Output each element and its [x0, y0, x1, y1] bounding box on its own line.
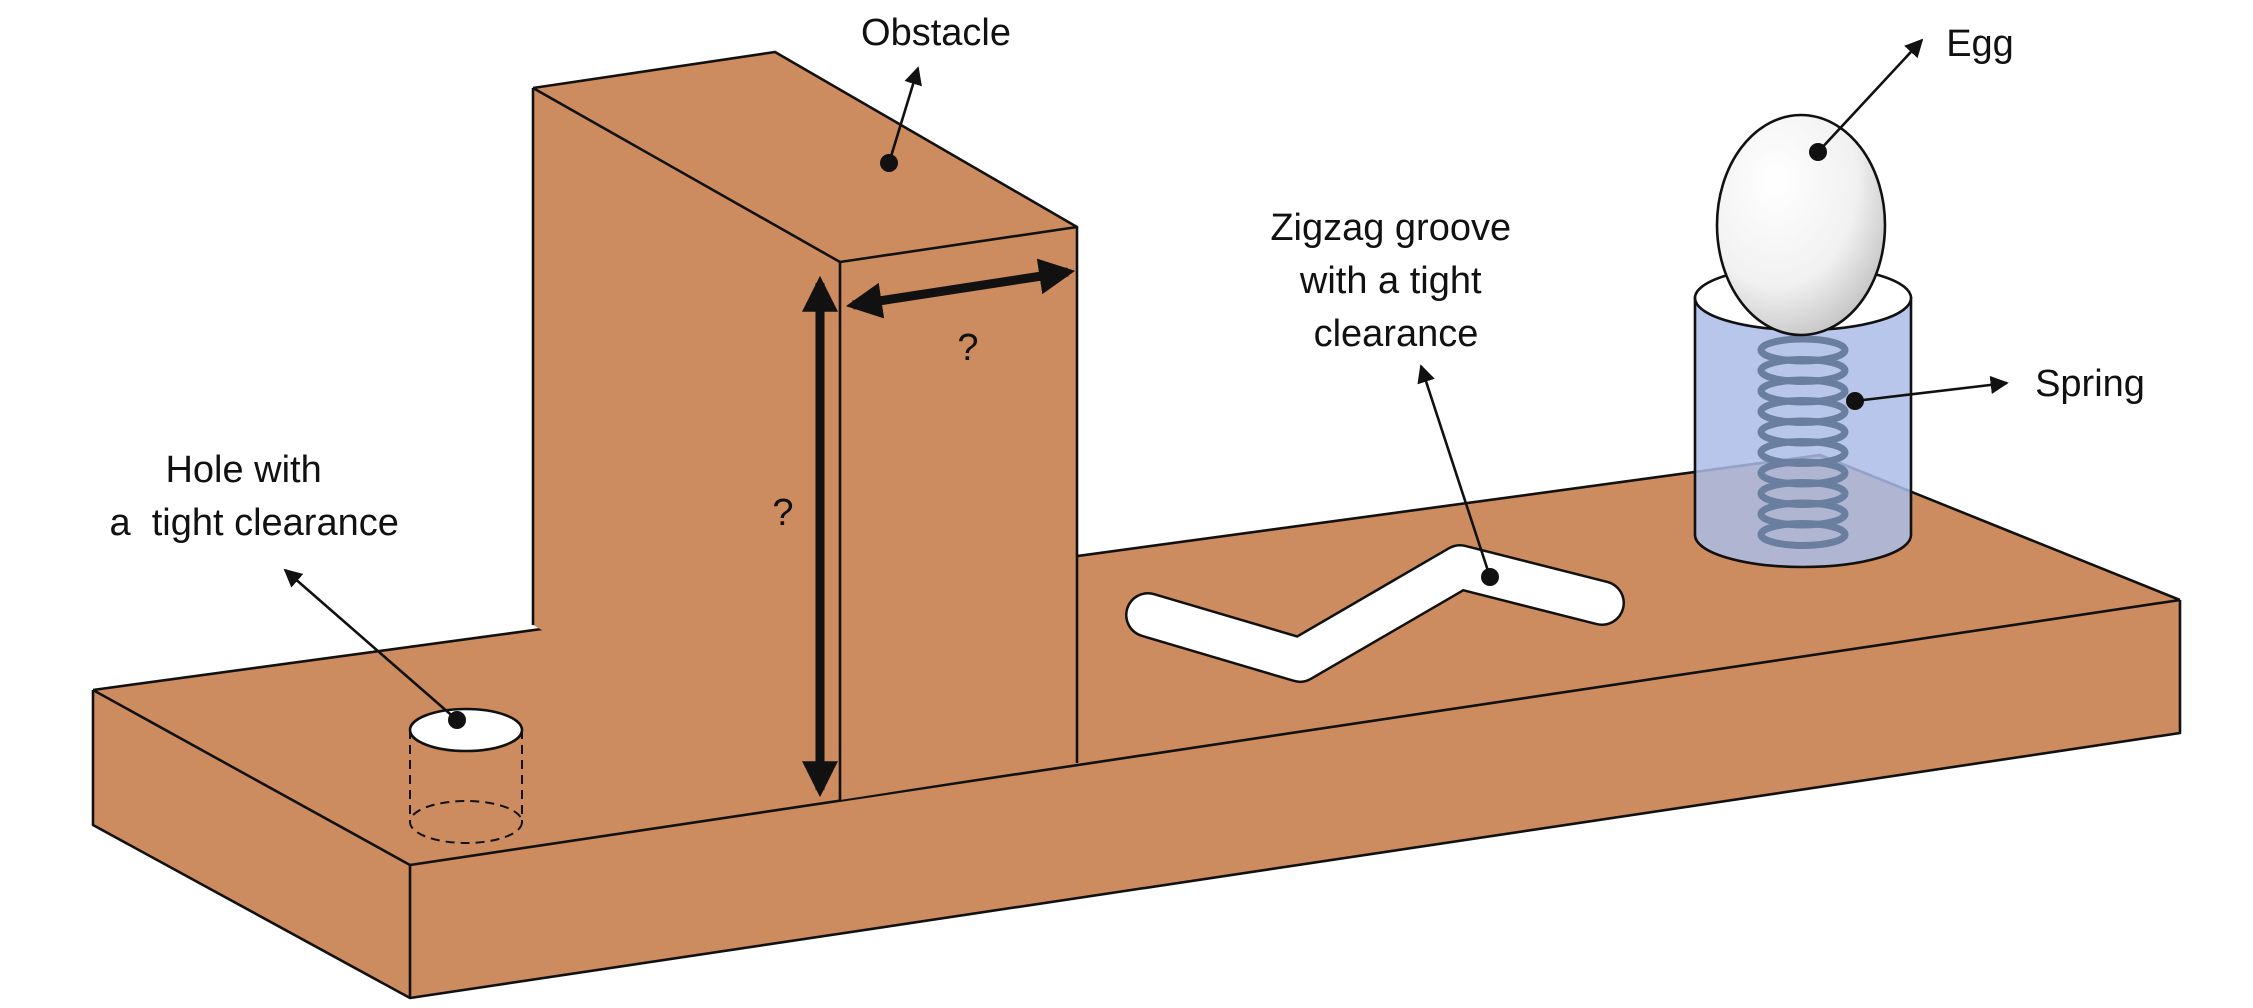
spring-cup: [1693, 113, 1913, 569]
spring-leader: [1854, 375, 2009, 403]
cup-body: [1693, 296, 1913, 569]
obstacle-front-face: [840, 227, 1077, 800]
spring-dot: [1846, 392, 1864, 410]
spring-label: Spring: [2035, 363, 2145, 405]
base-plate: [91, 453, 2182, 1000]
hole: [408, 707, 524, 844]
zigzag-label-line-1: Zigzag groove: [1270, 207, 1511, 249]
callouts: [283, 38, 2009, 729]
obstacle-dot: [880, 154, 898, 172]
hole-leader: [283, 568, 458, 721]
obstacle-leader: [887, 66, 922, 164]
egg-shape: [1715, 113, 1887, 337]
base-front-face: [410, 600, 2180, 998]
zigzag-label-line-3: clearance: [1314, 313, 1479, 355]
zigzag-dot: [1481, 568, 1499, 586]
depth-question-mark: ?: [957, 327, 978, 369]
hole-dot: [448, 711, 466, 729]
base-top-face: [93, 455, 2180, 865]
base-left-face: [93, 690, 410, 998]
spring-coil: [1757, 520, 1849, 549]
spring-coils: [1757, 335, 1849, 549]
zigzag-label-line-2: with a tight: [1299, 260, 1482, 302]
egg-dot: [1809, 143, 1827, 161]
egg-leader: [1817, 38, 1924, 153]
hole-opening: [408, 707, 524, 753]
zigzag-groove: [1125, 544, 1625, 683]
zigzag-label: Zigzag groove with a tight clearance: [1270, 207, 1521, 355]
obstacle-left-face: [533, 88, 840, 800]
obstacle-label: Obstacle: [861, 12, 1011, 54]
egg-label: Egg: [1946, 23, 2014, 65]
hole-label: Hole with a tight clearance: [0, 0, 431, 544]
hole-label-line-2: a tight clearance: [109, 502, 398, 544]
obstacle-top-face: [533, 52, 1077, 262]
zigzag-leader: [1417, 364, 1492, 578]
height-question-mark: ?: [772, 492, 793, 534]
obstacle-block: [531, 50, 1079, 800]
depth-dimension-arrow: [845, 258, 1076, 319]
hole-label-line-1: Hole with: [165, 449, 321, 491]
